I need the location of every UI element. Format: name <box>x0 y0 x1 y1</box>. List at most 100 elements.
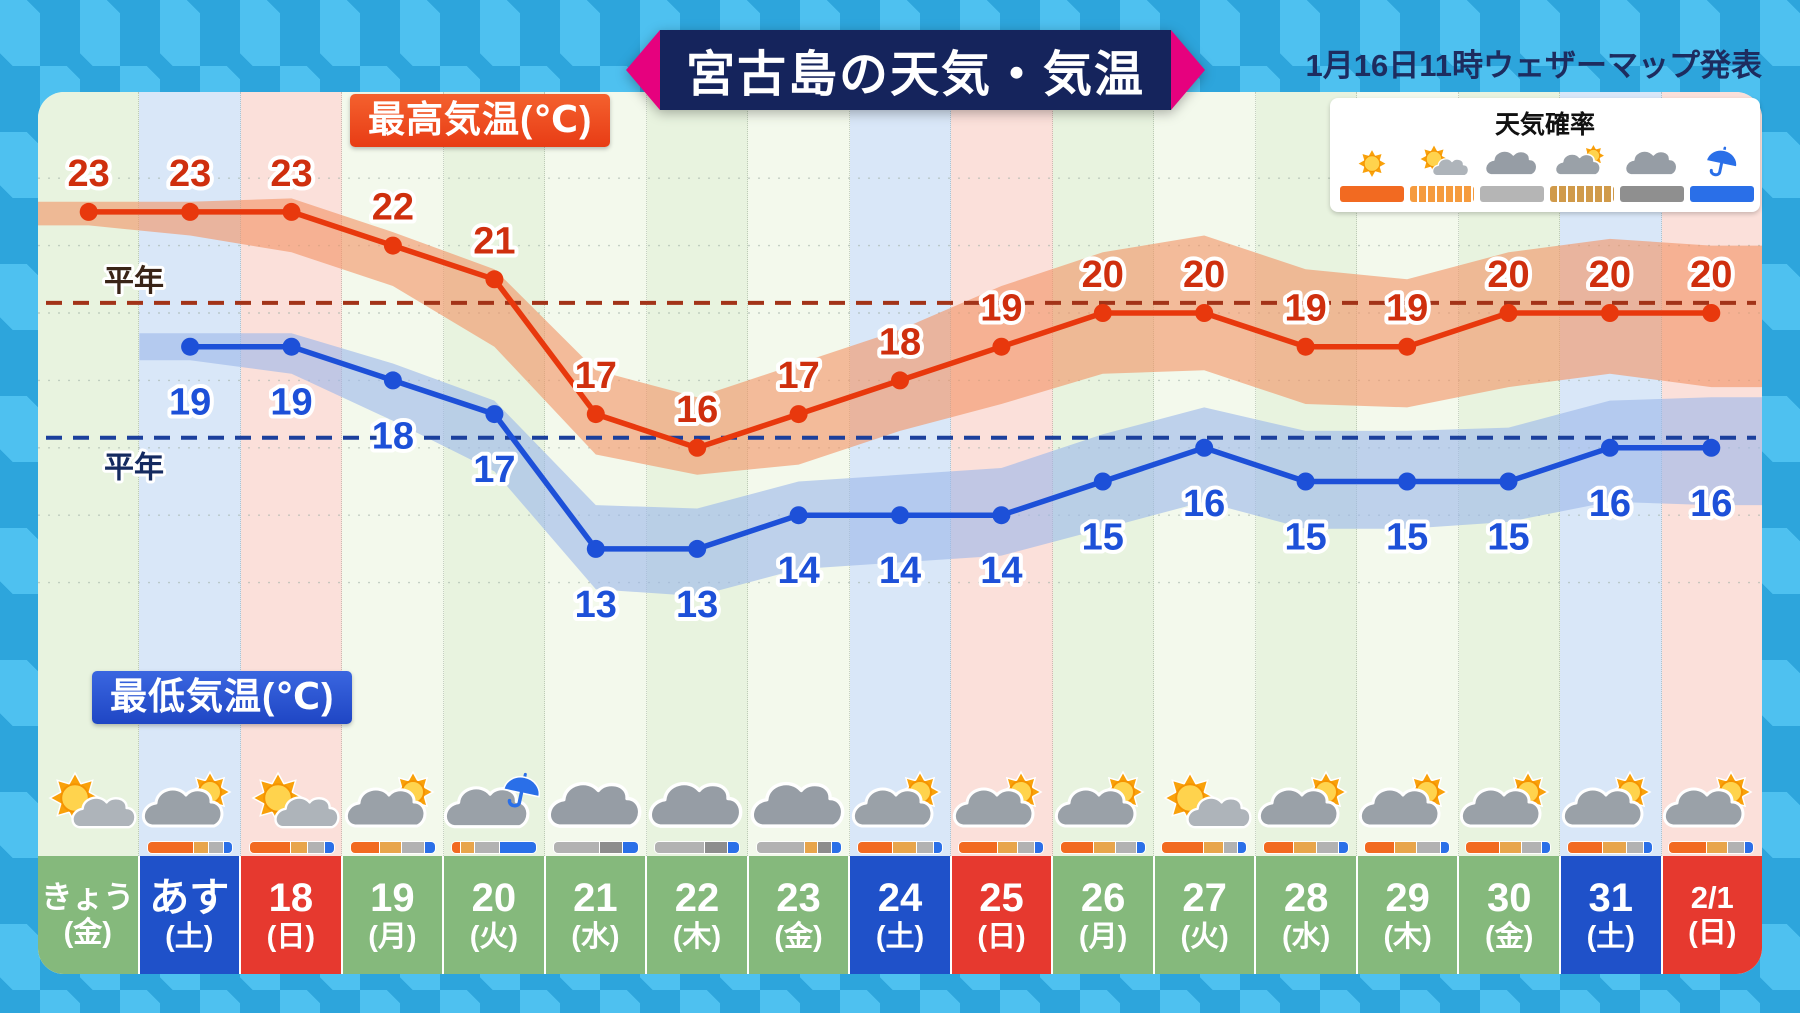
high-temp-point <box>688 438 707 457</box>
value-label: 15 <box>1386 517 1428 559</box>
legend-swatch <box>1620 186 1684 202</box>
high-temp-point <box>181 202 200 221</box>
cloud-sun-icon <box>1257 770 1348 828</box>
weather-icon-cell <box>1458 748 1559 856</box>
cloud-shape <box>444 786 530 829</box>
value-label: 15 <box>1284 517 1326 559</box>
dow-label: (月) <box>368 921 417 954</box>
value-label: 13 <box>575 584 617 626</box>
sun-core <box>1363 155 1381 173</box>
low-temp-point <box>891 506 909 525</box>
date-label: きょう <box>41 880 135 915</box>
probability-segment <box>1338 842 1348 853</box>
probability-segment <box>208 842 223 853</box>
value-label: 19 <box>980 288 1022 330</box>
probability-segment <box>1316 842 1339 853</box>
title-chevron-right-icon <box>1171 30 1206 110</box>
cloud-umbrella-icon <box>444 772 541 829</box>
probability-segment <box>996 842 1018 853</box>
probability-segment <box>223 842 233 853</box>
sun-cloud-icon <box>250 771 340 829</box>
probability-segment <box>1223 842 1238 853</box>
low-temp-point <box>383 371 402 390</box>
dow-label: (金) <box>63 916 112 949</box>
value-label: 19 <box>169 382 211 424</box>
high-temp-point <box>1093 304 1112 322</box>
sun-icon <box>1356 148 1388 179</box>
probability-segment <box>1115 842 1136 853</box>
date-cell-1: あす (土) <box>139 856 242 974</box>
probability-segment <box>621 842 638 853</box>
weather-icon-cell <box>545 748 646 856</box>
date-label: あす <box>149 876 230 921</box>
probability-segment <box>1744 842 1754 853</box>
umbrella-shape <box>503 772 541 808</box>
weather-icon-cell <box>444 748 545 856</box>
weather-icons-row <box>38 748 1762 856</box>
value-label: 14 <box>879 550 921 592</box>
probability-segment <box>1439 842 1449 853</box>
low-temp-point <box>1702 438 1721 457</box>
probability-bar <box>350 842 435 853</box>
legend-item-cloud <box>1480 143 1544 202</box>
value-label: 19 <box>1386 288 1428 330</box>
weather-icon-cell <box>849 748 950 856</box>
probability-segment <box>704 842 727 853</box>
probability-segment <box>1060 842 1094 853</box>
date-cell-15: 31 (土) <box>1560 856 1663 974</box>
low-temp-point <box>688 539 707 558</box>
probability-segment <box>473 842 499 853</box>
probability-segment <box>452 842 461 853</box>
cloud-shape <box>1484 149 1538 177</box>
high-temp-point <box>485 270 504 289</box>
probability-segment <box>553 842 599 853</box>
probability-bar <box>452 842 537 853</box>
date-label: 19 <box>370 876 415 921</box>
high-temp-point <box>1600 304 1619 322</box>
cloud-sun-icon <box>851 770 942 828</box>
cloud-icon <box>547 781 642 828</box>
date-label: 20 <box>471 876 517 921</box>
high-temp-point <box>1702 304 1721 322</box>
probability-segment <box>460 842 474 853</box>
date-cell-0: きょう (金) <box>38 856 140 974</box>
low-temp-point <box>992 506 1011 525</box>
dow-label: (金) <box>1485 921 1534 954</box>
low-temp-point <box>1499 472 1518 491</box>
probability-bar <box>1669 842 1754 853</box>
probability-bar <box>1466 842 1551 853</box>
cloud-sun-icon <box>1663 770 1753 828</box>
date-cell-9: 25 (日) <box>951 856 1054 974</box>
date-label: 28 <box>1283 876 1329 921</box>
page-title: 宮古島の天気・気温 <box>660 30 1172 110</box>
cloud-icon <box>648 781 743 828</box>
sun-cloud-icon <box>1418 143 1470 177</box>
date-label: 2/1 <box>1690 880 1734 915</box>
probability-segment <box>1625 842 1643 853</box>
probability-segment <box>1642 842 1652 853</box>
probability-segment <box>1706 842 1727 853</box>
cloud-icon <box>1624 149 1678 177</box>
value-label: 16 <box>1690 483 1732 525</box>
probability-segment <box>192 842 209 853</box>
date-cell-4: 20 (火) <box>444 856 546 974</box>
dow-label: (月) <box>1078 921 1128 954</box>
cloud-shape <box>1186 796 1252 829</box>
low-temp-point <box>1600 438 1619 457</box>
probability-segment <box>959 842 997 853</box>
cloud-shape <box>648 781 743 828</box>
cloud-shape <box>547 781 642 828</box>
legend-item-cloud-sun <box>1550 143 1614 202</box>
value-label: 13 <box>676 584 718 626</box>
dow-label: (日) <box>266 921 315 954</box>
probability-bar <box>1364 842 1449 853</box>
high-temp-point <box>789 405 808 424</box>
low-temp-point <box>485 405 504 424</box>
high-temp-point <box>1499 304 1518 322</box>
probability-segment <box>1263 842 1293 853</box>
dow-label: (水) <box>571 921 620 954</box>
date-label: 22 <box>674 876 720 921</box>
date-label: 30 <box>1486 876 1532 921</box>
probability-bar <box>1567 842 1652 853</box>
